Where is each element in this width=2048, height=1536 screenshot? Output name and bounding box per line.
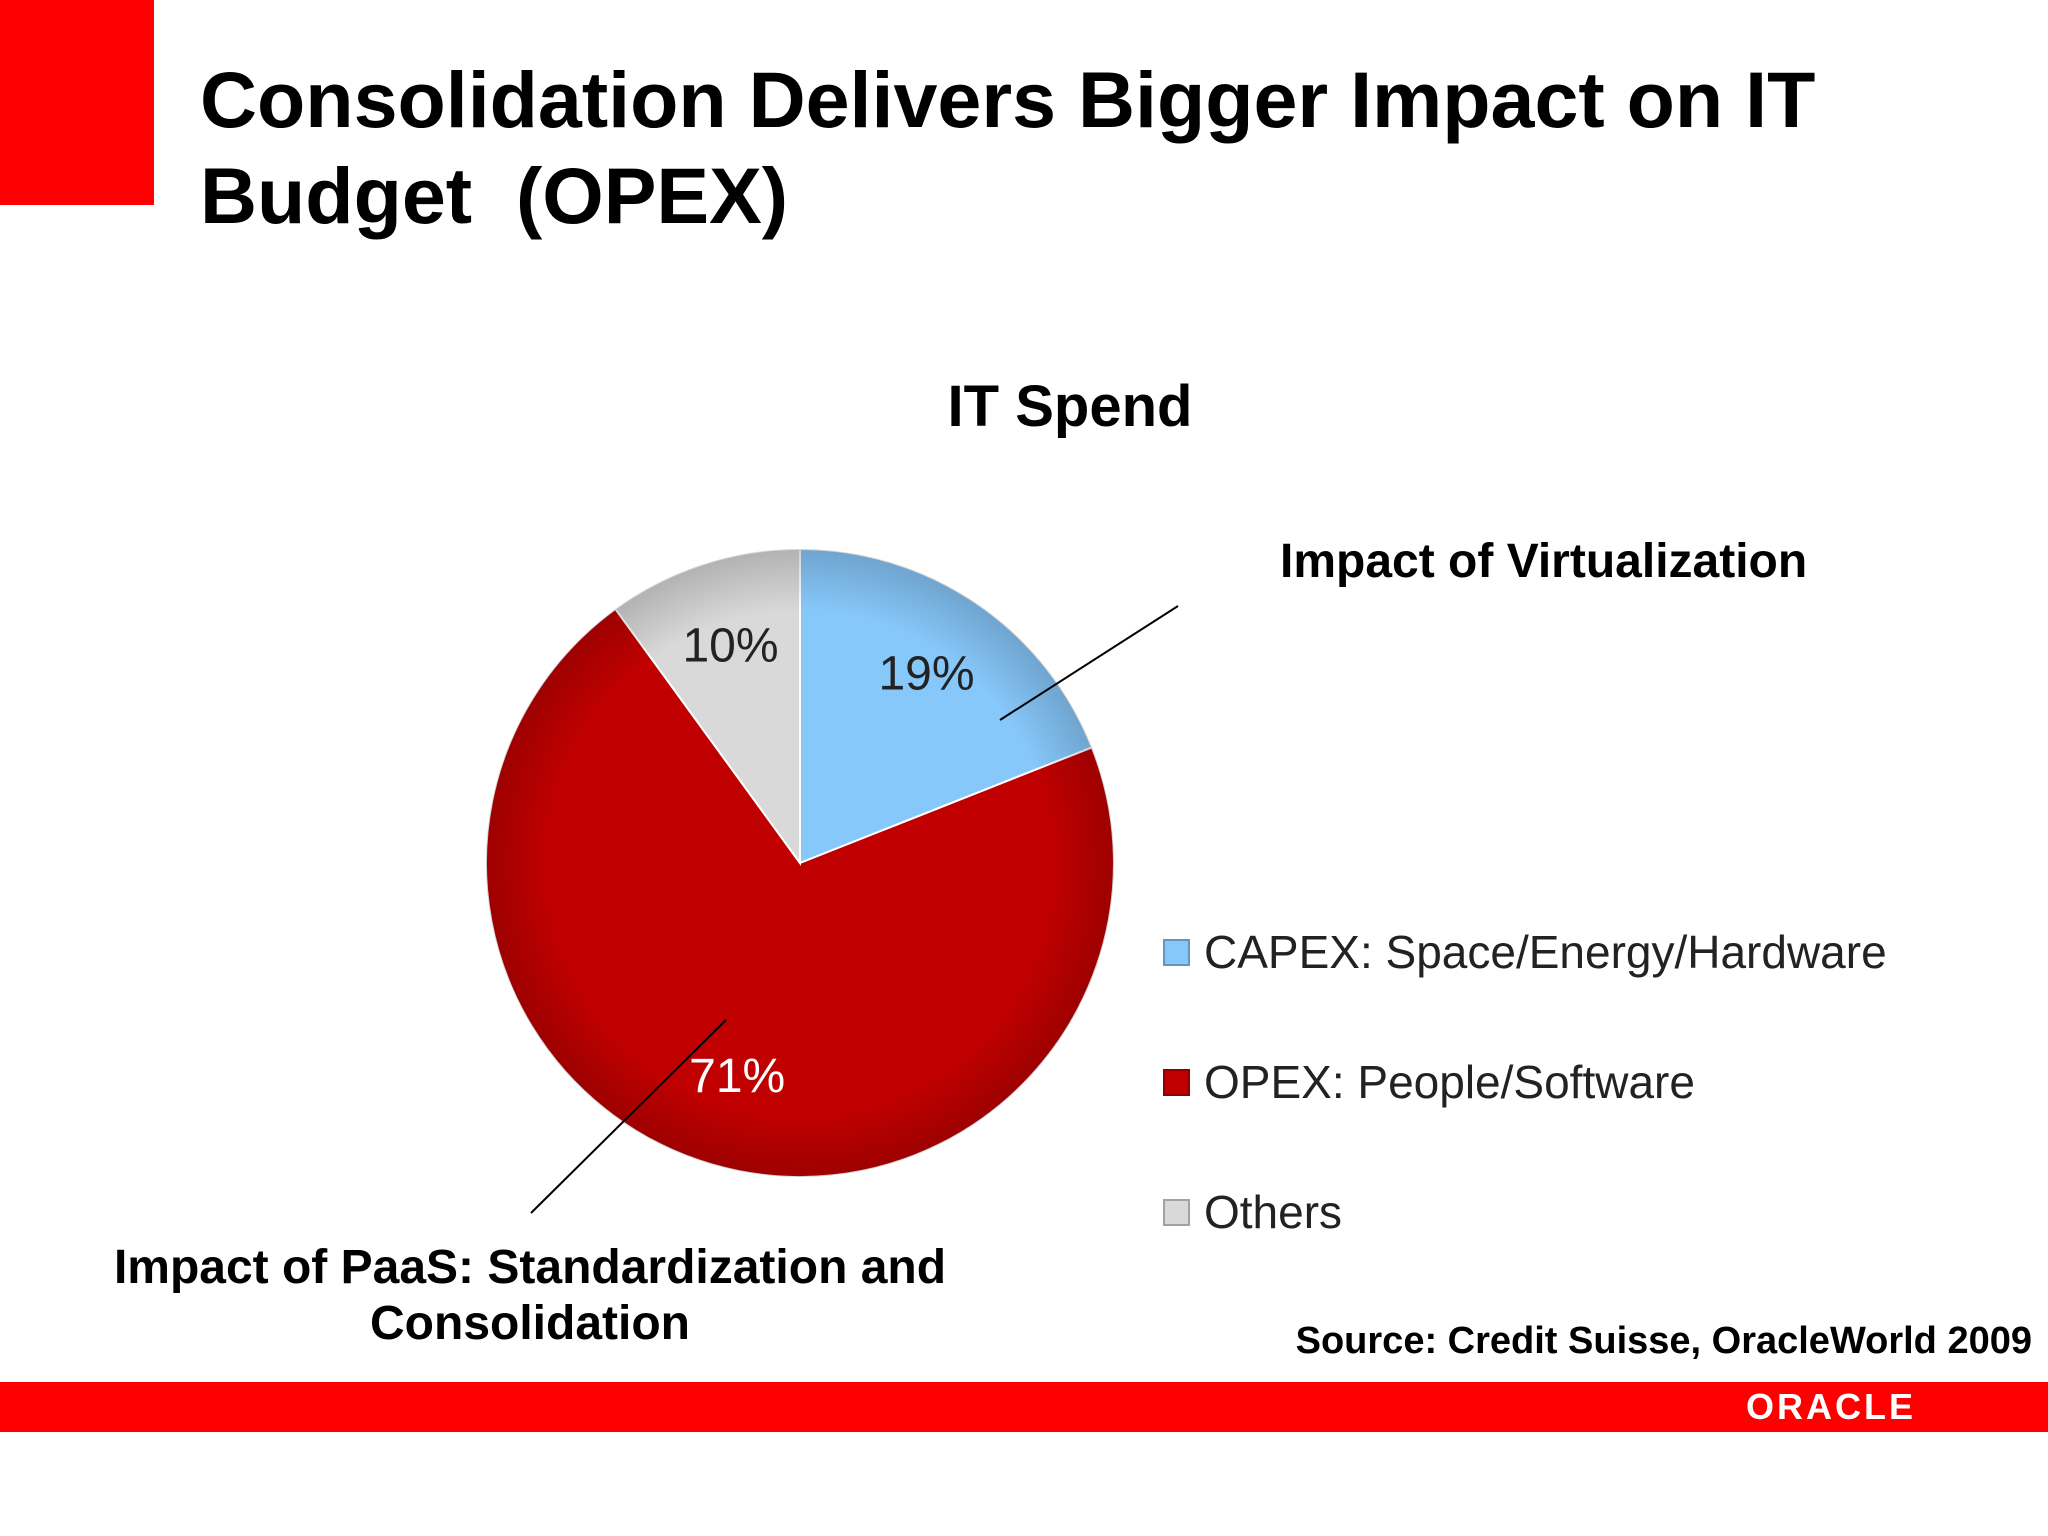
accent-red-block bbox=[0, 0, 154, 205]
virtualization-annotation: Impact of Virtualization bbox=[1280, 535, 1808, 588]
pie-label-others: 10% bbox=[682, 620, 778, 673]
legend-item-capex: CAPEX: Space/Energy/Hardware bbox=[1163, 887, 1887, 1017]
virtualization-leader-line bbox=[999, 605, 1179, 721]
legend-swatch-capex bbox=[1163, 938, 1190, 966]
legend-swatch-others bbox=[1163, 1198, 1190, 1226]
oracle-logo: ORACLE bbox=[1746, 1386, 1916, 1427]
legend-label-others: Others bbox=[1204, 1186, 1343, 1238]
paas-annotation: Impact of PaaS: Standardization and Cons… bbox=[113, 1241, 947, 1350]
legend-item-others: Others bbox=[1163, 1147, 1887, 1277]
pie-label-opex: 71% bbox=[689, 1050, 785, 1103]
legend-label-capex: CAPEX: Space/Energy/Hardware bbox=[1204, 926, 1887, 978]
legend-label-opex: OPEX: People/Software bbox=[1204, 1056, 1695, 1108]
legend-swatch-opex bbox=[1163, 1068, 1190, 1096]
legend-item-opex: OPEX: People/Software bbox=[1163, 1017, 1887, 1147]
paas-leader-line bbox=[530, 1019, 727, 1214]
pie-label-capex: 19% bbox=[878, 648, 974, 701]
slide-title: Consolidation Delivers Bigger Impact on … bbox=[200, 55, 1816, 240]
chart-title: IT Spend bbox=[948, 374, 1193, 439]
bottom-red-bar bbox=[0, 1382, 2048, 1432]
source-citation: Source: Credit Suisse, OracleWorld 2009 bbox=[1295, 1320, 2032, 1362]
chart-legend: CAPEX: Space/Energy/Hardware OPEX: Peopl… bbox=[1163, 887, 1887, 1277]
